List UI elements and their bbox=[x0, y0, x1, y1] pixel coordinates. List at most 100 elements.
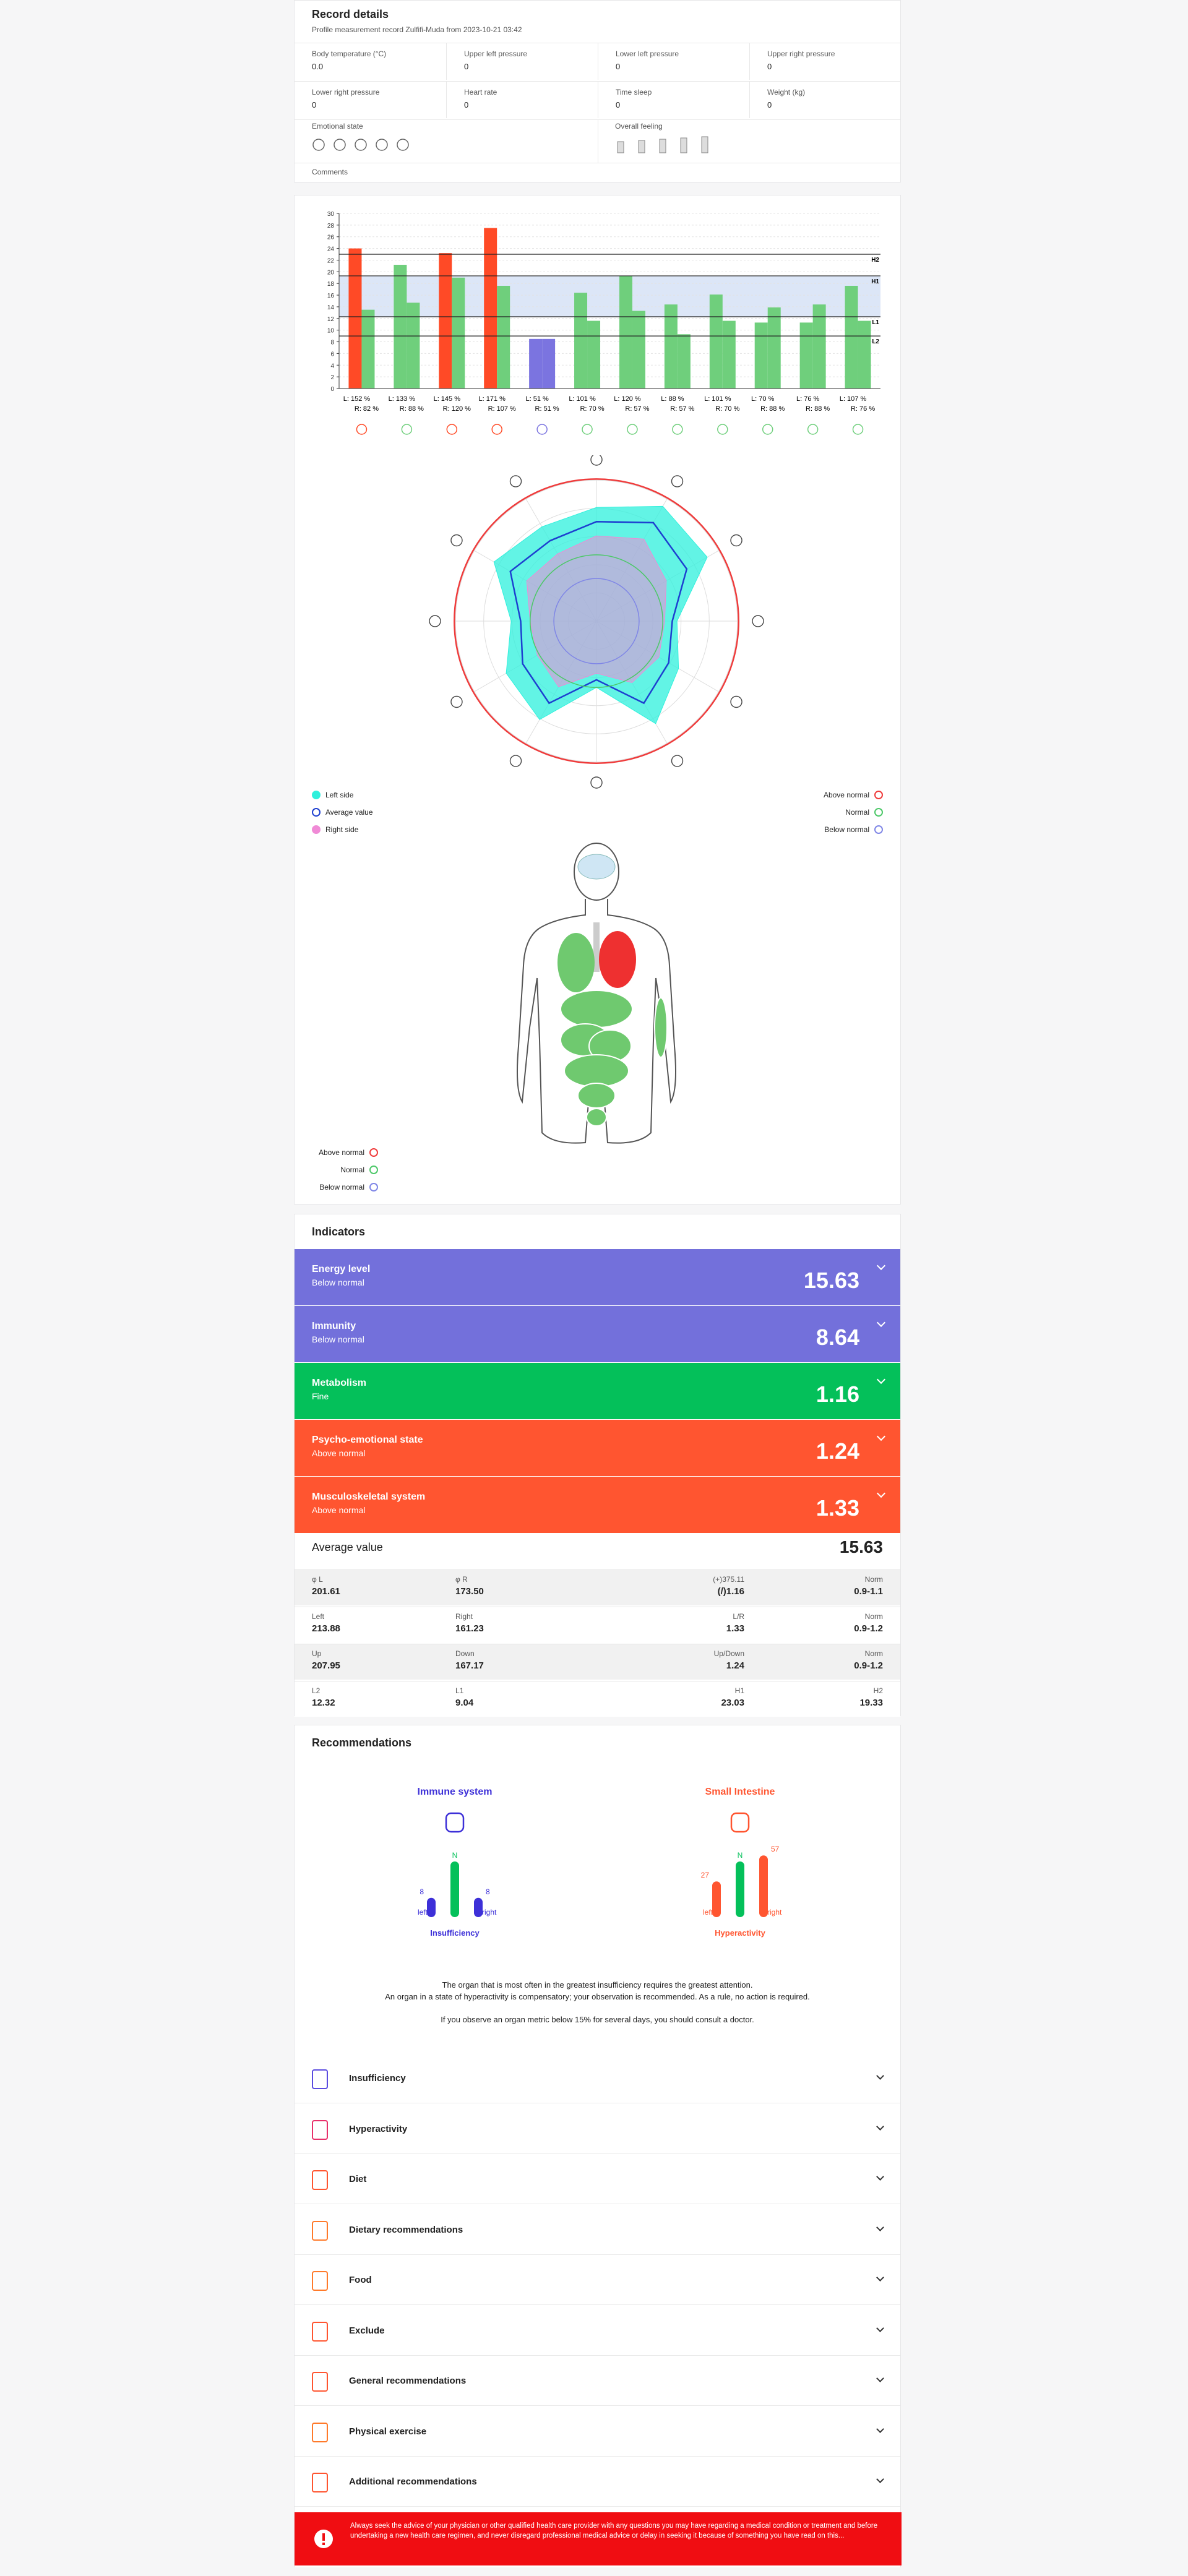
y-tick-label: 10 bbox=[327, 328, 335, 335]
section-title: Diet bbox=[349, 2174, 367, 2184]
indicator-value: 1.16 bbox=[816, 1381, 859, 1407]
section-icon bbox=[312, 2119, 328, 2140]
stats-cell: H1 23.03 bbox=[721, 1686, 744, 1708]
accordion-item[interactable]: Exclude bbox=[295, 2306, 900, 2356]
section-icon bbox=[312, 2170, 328, 2190]
indicator-value: 15.63 bbox=[803, 1268, 859, 1293]
indicator-row[interactable]: Immunity Below normal 8.64 bbox=[295, 1306, 900, 1362]
field: Upper right pressure 0 bbox=[749, 43, 901, 80]
legend-item: Normal bbox=[295, 1166, 378, 1174]
indicator-name: Musculoskeletal system bbox=[312, 1492, 426, 1502]
stats-label: L/R bbox=[733, 1612, 744, 1621]
organ-icon bbox=[762, 424, 773, 435]
accordion-item[interactable]: General recommendations bbox=[295, 2356, 900, 2406]
organ-icon bbox=[429, 615, 441, 627]
stats-label: Right bbox=[455, 1612, 473, 1621]
feeling-label: Overall feeling bbox=[615, 122, 663, 131]
stats-value: 23.03 bbox=[721, 1698, 744, 1708]
organ-icon bbox=[509, 475, 522, 487]
record-card: Record details Profile measurement recor… bbox=[294, 0, 901, 182]
y-tick-label: 30 bbox=[327, 211, 335, 218]
level-bar bbox=[474, 1897, 483, 1917]
accordion-item[interactable]: Physical exercise bbox=[295, 2406, 900, 2457]
stats-cell: L/R 1.33 bbox=[726, 1612, 744, 1634]
chevron bbox=[876, 2273, 884, 2282]
bar bbox=[632, 311, 645, 389]
field-label: Body temperature (°C) bbox=[312, 49, 387, 58]
organ-charts: Immune system 8 N 8 left right Insufficiency Sm… bbox=[418, 1787, 782, 1938]
indicator-row[interactable]: Psycho-emotional state Above normal 1.24 bbox=[295, 1420, 900, 1476]
legend-item: Below normal bbox=[824, 825, 883, 834]
stats-value: 1.24 bbox=[726, 1660, 744, 1671]
ref-label: L1 bbox=[872, 319, 879, 326]
section-title: Hyperactivity bbox=[349, 2123, 408, 2134]
bar bbox=[845, 285, 858, 389]
legend-swatch bbox=[369, 1148, 378, 1157]
indicators-title: Indicators bbox=[312, 1226, 366, 1238]
organ-icon bbox=[717, 424, 728, 435]
accordion-item[interactable]: Insufficiency bbox=[295, 2053, 900, 2103]
accordion-item[interactable]: Additional recommendations bbox=[295, 2457, 900, 2507]
left-lung bbox=[557, 933, 595, 992]
section-icon bbox=[312, 2473, 328, 2492]
x-label-right: R: 76 % bbox=[851, 405, 875, 413]
stats-value: 201.61 bbox=[312, 1586, 340, 1597]
chart-card: 0 2 4 6 8 10 12 14 16 18 20 22 24 26 28 30 H2 H1 L1 L2 L: 15… bbox=[294, 195, 901, 1204]
stats-label: H1 bbox=[734, 1686, 744, 1695]
level-circle bbox=[454, 478, 739, 764]
stats-cell: Up 207.95 bbox=[312, 1649, 340, 1671]
level-circle bbox=[553, 578, 640, 664]
side-label: right bbox=[482, 1908, 497, 1917]
bar bbox=[619, 275, 632, 389]
x-label-right: R: 51 % bbox=[535, 405, 559, 413]
legend-swatch bbox=[874, 825, 883, 834]
section-title: General recommendations bbox=[349, 2376, 467, 2386]
legend-label: Average value bbox=[325, 808, 373, 817]
radar-legend: Left side Average value Right side Above no… bbox=[295, 791, 900, 846]
stats-row: φ L 201.61 φ R 173.50 (+)375.11 (/)1.16 Norm 0.… bbox=[295, 1569, 900, 1605]
record-subtitle: Profile measurement record Zulfifi-Muda … bbox=[312, 25, 522, 34]
legend-swatch bbox=[874, 808, 883, 817]
field-value: 0 bbox=[464, 62, 469, 71]
indicator-status: Above normal bbox=[312, 1505, 366, 1515]
accordion-item[interactable]: Dietary recommendations bbox=[295, 2205, 900, 2255]
indicator-value: 8.64 bbox=[816, 1324, 859, 1350]
divider bbox=[295, 119, 900, 120]
organ-icon bbox=[509, 755, 522, 767]
accordion-item[interactable]: Diet bbox=[295, 2154, 900, 2204]
bar bbox=[587, 320, 601, 389]
accordion-item[interactable]: Hyperactivity bbox=[295, 2104, 900, 2154]
x-label-right: R: 107 % bbox=[488, 405, 516, 413]
legend-swatch bbox=[312, 825, 321, 834]
section-icon bbox=[312, 2220, 328, 2241]
legend-label: Above normal bbox=[318, 1148, 364, 1157]
indicator-row[interactable]: Metabolism Fine 1.16 bbox=[295, 1363, 900, 1419]
x-label-left: L: 101 % bbox=[704, 395, 731, 403]
indicator-row[interactable]: Musculoskeletal system Above normal 1.33 bbox=[295, 1477, 900, 1533]
recommendations-card: Recommendations Immune system 8 N 8 left righ… bbox=[294, 1725, 902, 2567]
side-label: left bbox=[418, 1908, 428, 1917]
accordion-item[interactable]: Food bbox=[295, 2255, 900, 2305]
stats-value: 1.33 bbox=[726, 1623, 744, 1634]
x-label-left: L: 152 % bbox=[343, 395, 371, 403]
norm-label: N bbox=[738, 1851, 743, 1860]
y-tick-label: 26 bbox=[327, 234, 335, 241]
level-circle bbox=[530, 554, 663, 688]
bar bbox=[361, 309, 375, 389]
field: Lower left pressure 0 bbox=[598, 43, 749, 80]
ref-label: H2 bbox=[871, 257, 879, 264]
indicator-row[interactable]: Energy level Below normal 15.63 bbox=[295, 1249, 900, 1305]
section-icon bbox=[312, 2271, 328, 2291]
section-title: Insufficiency bbox=[349, 2073, 406, 2084]
organ-legend: Above normal Normal Below normal bbox=[295, 1148, 480, 1204]
section-icon bbox=[312, 2321, 328, 2342]
side-label: right bbox=[767, 1908, 782, 1917]
bar bbox=[529, 338, 543, 389]
field-label: Lower right pressure bbox=[312, 88, 380, 97]
bar bbox=[394, 265, 407, 389]
legend-item: Above normal bbox=[295, 1148, 378, 1157]
indicator-status: Below normal bbox=[312, 1277, 364, 1287]
